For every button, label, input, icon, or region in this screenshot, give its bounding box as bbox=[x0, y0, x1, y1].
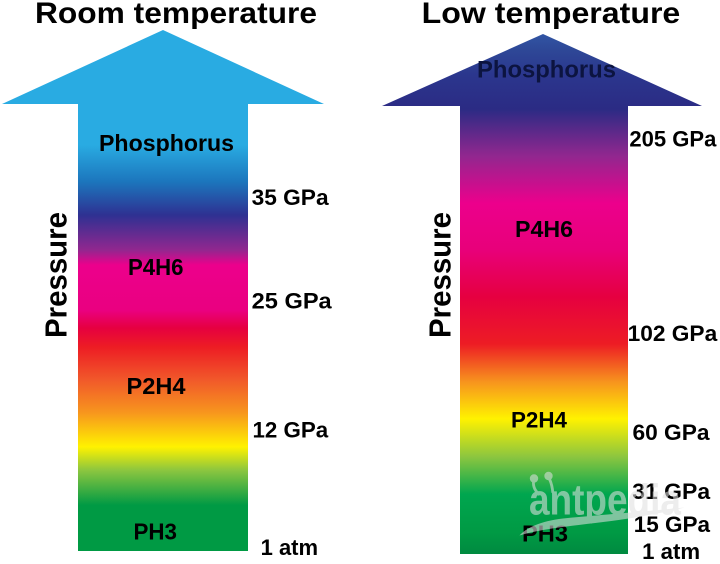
svg-text:PH3: PH3 bbox=[134, 518, 178, 544]
svg-text:Low temperature: Low temperature bbox=[422, 0, 681, 30]
svg-text:Pressure: Pressure bbox=[39, 212, 74, 338]
svg-text:Phosphorus: Phosphorus bbox=[477, 57, 616, 84]
svg-text:1 atm: 1 atm bbox=[642, 539, 700, 564]
svg-text:12 GPa: 12 GPa bbox=[253, 418, 329, 443]
svg-text:35 GPa: 35 GPa bbox=[252, 185, 329, 210]
svg-text:15 GPa: 15 GPa bbox=[634, 512, 711, 537]
svg-text:P4H6: P4H6 bbox=[128, 254, 184, 280]
svg-text:P4H6: P4H6 bbox=[515, 216, 573, 242]
svg-text:Room temperature: Room temperature bbox=[35, 0, 317, 30]
svg-text:25 GPa: 25 GPa bbox=[252, 289, 332, 314]
svg-text:205 GPa: 205 GPa bbox=[629, 127, 717, 152]
svg-text:P2H4: P2H4 bbox=[127, 373, 186, 399]
svg-text:102 GPa: 102 GPa bbox=[628, 321, 718, 346]
svg-text:Pressure: Pressure bbox=[423, 212, 458, 338]
svg-text:Phosphorus: Phosphorus bbox=[99, 130, 234, 156]
svg-text:60 GPa: 60 GPa bbox=[633, 420, 710, 445]
svg-text:31 GPa: 31 GPa bbox=[632, 479, 710, 504]
svg-text:P2H4: P2H4 bbox=[511, 407, 567, 432]
svg-text:1 atm: 1 atm bbox=[261, 535, 319, 560]
